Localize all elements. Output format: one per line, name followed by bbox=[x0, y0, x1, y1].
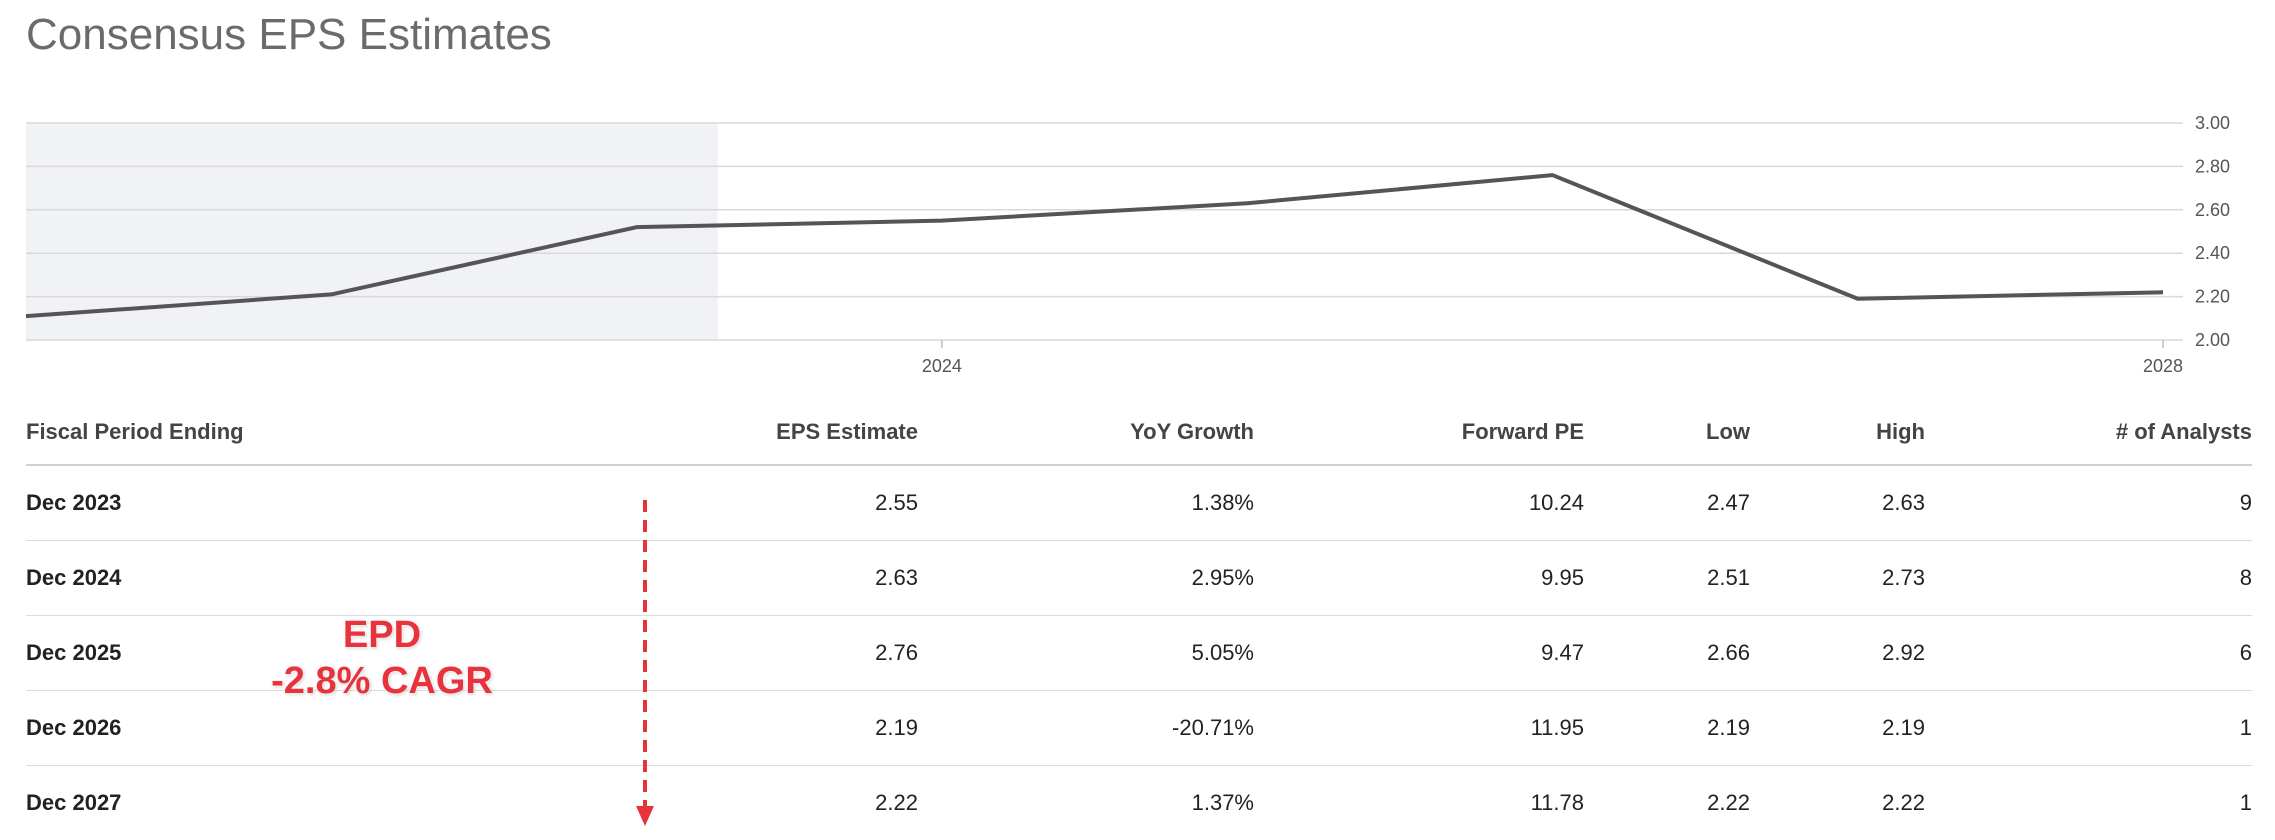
y-tick-label: 2.20 bbox=[2195, 287, 2230, 307]
y-tick-label: 2.40 bbox=[2195, 243, 2230, 263]
cell-pe: 10.24 bbox=[1529, 466, 1584, 540]
table-row: Dec 2023 2.55 1.38% 10.24 2.47 2.63 9 bbox=[26, 466, 2252, 541]
cell-high: 2.22 bbox=[1882, 766, 1925, 840]
cell-period: Dec 2023 bbox=[26, 466, 121, 540]
cell-high: 2.63 bbox=[1882, 466, 1925, 540]
y-tick-label: 2.80 bbox=[2195, 156, 2230, 176]
y-tick-label: 3.00 bbox=[2195, 113, 2230, 133]
cell-low: 2.47 bbox=[1707, 466, 1750, 540]
x-tick-label: 2024 bbox=[922, 356, 962, 376]
cell-low: 2.51 bbox=[1707, 541, 1750, 615]
cell-period: Dec 2027 bbox=[26, 766, 121, 840]
cell-low: 2.66 bbox=[1707, 616, 1750, 690]
table-row: Dec 2027 2.22 1.37% 11.78 2.22 2.22 1 bbox=[26, 766, 2252, 840]
cell-eps: 2.55 bbox=[875, 466, 918, 540]
eps-line-chart: 3.00 2.80 2.60 2.40 2.20 2.00 2024 2028 bbox=[0, 0, 2275, 390]
cell-pe: 11.78 bbox=[1531, 766, 1584, 840]
cell-analysts: 9 bbox=[2240, 466, 2252, 540]
cell-analysts: 6 bbox=[2240, 616, 2252, 690]
cell-yoy: -20.71% bbox=[1172, 691, 1254, 765]
header-low: Low bbox=[1706, 400, 1750, 464]
cell-high: 2.73 bbox=[1882, 541, 1925, 615]
cell-high: 2.19 bbox=[1882, 691, 1925, 765]
cell-low: 2.22 bbox=[1707, 766, 1750, 840]
cell-analysts: 8 bbox=[2240, 541, 2252, 615]
cell-eps: 2.76 bbox=[875, 616, 918, 690]
cell-analysts: 1 bbox=[2240, 691, 2252, 765]
header-yoy-growth: YoY Growth bbox=[1130, 400, 1254, 464]
cell-low: 2.19 bbox=[1707, 691, 1750, 765]
cell-eps: 2.19 bbox=[875, 691, 918, 765]
header-high: High bbox=[1876, 400, 1925, 464]
header-fiscal-period: Fiscal Period Ending bbox=[26, 400, 244, 464]
cell-pe: 9.47 bbox=[1541, 616, 1584, 690]
cell-period: Dec 2024 bbox=[26, 541, 121, 615]
x-tick-label: 2028 bbox=[2143, 356, 2183, 376]
cell-period: Dec 2025 bbox=[26, 616, 121, 690]
cell-period: Dec 2026 bbox=[26, 691, 121, 765]
y-tick-label: 2.00 bbox=[2195, 330, 2230, 350]
cell-yoy: 2.95% bbox=[1192, 541, 1254, 615]
cell-yoy: 1.37% bbox=[1192, 766, 1254, 840]
down-arrow-icon bbox=[620, 496, 670, 832]
cell-pe: 9.95 bbox=[1541, 541, 1584, 615]
cell-pe: 11.95 bbox=[1531, 691, 1584, 765]
annotation-cagr: -2.8% CAGR bbox=[262, 658, 502, 704]
cell-analysts: 1 bbox=[2240, 766, 2252, 840]
cell-eps: 2.63 bbox=[875, 541, 918, 615]
header-analysts: # of Analysts bbox=[2116, 400, 2252, 464]
table-header: Fiscal Period Ending EPS Estimate YoY Gr… bbox=[26, 400, 2252, 466]
cell-yoy: 5.05% bbox=[1192, 616, 1254, 690]
y-tick-label: 2.60 bbox=[2195, 200, 2230, 220]
annotation-ticker: EPD bbox=[262, 612, 502, 658]
cagr-annotation: EPD -2.8% CAGR bbox=[262, 612, 502, 704]
cell-high: 2.92 bbox=[1882, 616, 1925, 690]
table-row: Dec 2024 2.63 2.95% 9.95 2.51 2.73 8 bbox=[26, 541, 2252, 616]
header-eps-estimate: EPS Estimate bbox=[776, 400, 918, 464]
cell-eps: 2.22 bbox=[875, 766, 918, 840]
cell-yoy: 1.38% bbox=[1192, 466, 1254, 540]
header-forward-pe: Forward PE bbox=[1462, 400, 1584, 464]
